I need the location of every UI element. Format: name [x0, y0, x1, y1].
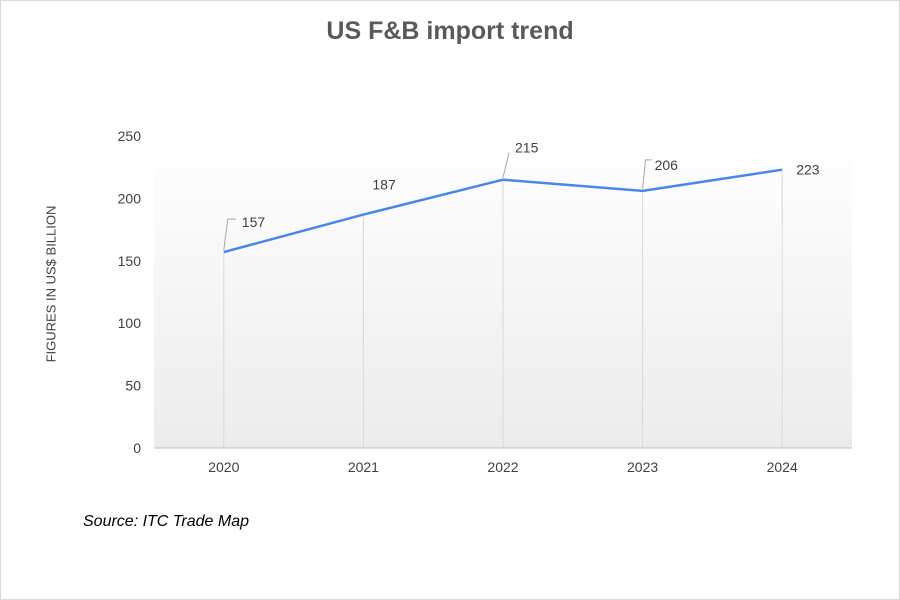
y-tick-label: 50 [125, 378, 141, 394]
label-leader-line [223, 218, 236, 251]
x-tick-label: 2021 [348, 459, 379, 475]
y-tick-label: 250 [118, 128, 142, 144]
y-tick-label: 150 [118, 253, 142, 269]
chart-title: US F&B import trend [326, 17, 574, 45]
data-label: 223 [796, 162, 820, 178]
x-tick-label: 2024 [767, 459, 798, 475]
data-label: 157 [242, 214, 266, 230]
data-label: 215 [515, 140, 539, 156]
data-label: 187 [372, 177, 396, 193]
label-leader-line [502, 152, 510, 178]
label-leader-line [642, 159, 652, 189]
x-tick-label: 2020 [208, 459, 239, 475]
y-tick-label: 100 [118, 315, 142, 331]
source-note: Source: ITC Trade Map [83, 513, 249, 530]
series-line [223, 168, 783, 254]
data-label: 206 [655, 157, 679, 173]
x-tick-label: 2022 [487, 459, 518, 475]
y-tick-label: 0 [133, 440, 141, 456]
y-tick-label: 200 [118, 190, 142, 206]
x-tick-label: 2023 [627, 459, 658, 475]
